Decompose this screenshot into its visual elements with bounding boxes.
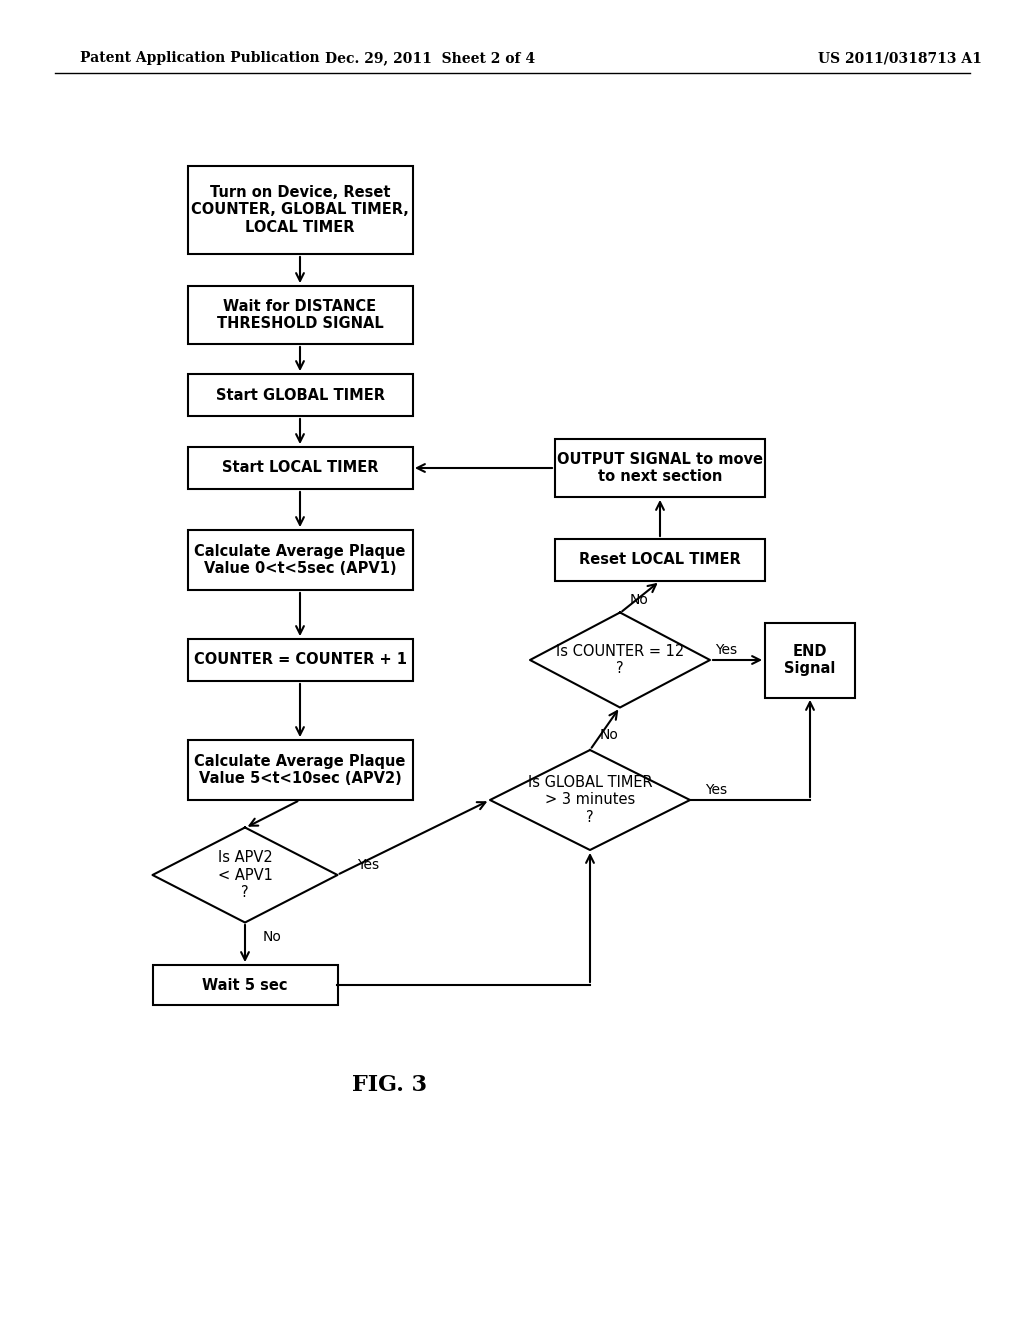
- Text: No: No: [600, 729, 618, 742]
- Bar: [153, 965, 338, 1005]
- Text: Dec. 29, 2011  Sheet 2 of 4: Dec. 29, 2011 Sheet 2 of 4: [325, 51, 536, 65]
- Text: Wait 5 sec: Wait 5 sec: [203, 978, 288, 993]
- Text: Turn on Device, Reset
COUNTER, GLOBAL TIMER,
LOCAL TIMER: Turn on Device, Reset COUNTER, GLOBAL TI…: [191, 185, 409, 235]
- Bar: [765, 623, 855, 697]
- Polygon shape: [490, 750, 690, 850]
- Bar: [187, 166, 413, 253]
- Bar: [187, 286, 413, 345]
- Bar: [187, 447, 413, 488]
- Bar: [187, 741, 413, 800]
- Text: Start GLOBAL TIMER: Start GLOBAL TIMER: [215, 388, 384, 403]
- Bar: [187, 531, 413, 590]
- Polygon shape: [153, 828, 338, 923]
- Text: No: No: [263, 931, 282, 944]
- Bar: [555, 440, 765, 498]
- Text: Patent Application Publication: Patent Application Publication: [80, 51, 319, 65]
- Text: US 2011/0318713 A1: US 2011/0318713 A1: [818, 51, 982, 65]
- Bar: [555, 539, 765, 581]
- Bar: [187, 639, 413, 681]
- Text: END
Signal: END Signal: [784, 644, 836, 676]
- Text: No: No: [630, 593, 649, 607]
- Text: Is GLOBAL TIMER
> 3 minutes
?: Is GLOBAL TIMER > 3 minutes ?: [527, 775, 652, 825]
- Text: Yes: Yes: [357, 858, 379, 873]
- Text: Is APV2
< APV1
?: Is APV2 < APV1 ?: [217, 850, 272, 900]
- Text: Yes: Yes: [715, 643, 737, 657]
- Text: OUTPUT SIGNAL to move
to next section: OUTPUT SIGNAL to move to next section: [557, 451, 763, 484]
- Text: COUNTER = COUNTER + 1: COUNTER = COUNTER + 1: [194, 652, 407, 668]
- Polygon shape: [530, 612, 710, 708]
- Text: Wait for DISTANCE
THRESHOLD SIGNAL: Wait for DISTANCE THRESHOLD SIGNAL: [217, 298, 383, 331]
- Bar: [187, 374, 413, 416]
- Text: Calculate Average Plaque
Value 0<t<5sec (APV1): Calculate Average Plaque Value 0<t<5sec …: [195, 544, 406, 577]
- Text: Is COUNTER = 12
?: Is COUNTER = 12 ?: [556, 644, 684, 676]
- Text: Reset LOCAL TIMER: Reset LOCAL TIMER: [580, 553, 741, 568]
- Text: FIG. 3: FIG. 3: [352, 1074, 427, 1096]
- Text: Yes: Yes: [705, 783, 727, 797]
- Text: Start LOCAL TIMER: Start LOCAL TIMER: [222, 461, 378, 475]
- Text: Calculate Average Plaque
Value 5<t<10sec (APV2): Calculate Average Plaque Value 5<t<10sec…: [195, 754, 406, 787]
